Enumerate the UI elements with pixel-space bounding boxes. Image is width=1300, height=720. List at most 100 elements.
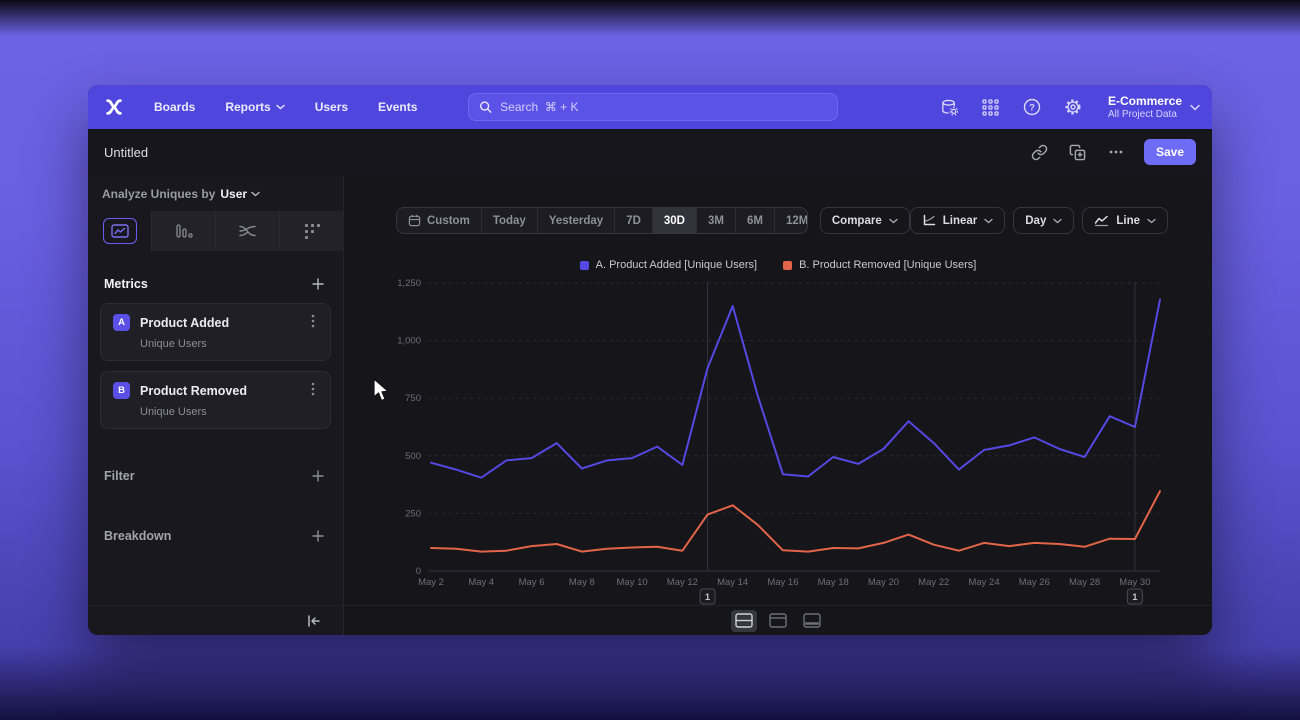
view-layout-footer bbox=[344, 605, 1212, 635]
range-label: Yesterday bbox=[548, 214, 604, 227]
tab-retention[interactable] bbox=[279, 211, 343, 251]
range-30d-active[interactable]: 30D bbox=[651, 208, 696, 233]
metric-title: Product Added bbox=[140, 315, 230, 330]
nav-item-events[interactable]: Events bbox=[378, 100, 417, 114]
filter-section-header: Filter bbox=[88, 467, 343, 485]
x-axis-label: May 24 bbox=[968, 577, 999, 588]
metric-title: Product Removed bbox=[140, 383, 247, 398]
nav-item-label: Boards bbox=[154, 100, 196, 114]
range-today[interactable]: Today bbox=[480, 208, 537, 233]
range-label: 6M bbox=[746, 214, 763, 227]
add-metric-button[interactable] bbox=[309, 275, 327, 293]
range-yesterday[interactable]: Yesterday bbox=[536, 208, 614, 233]
tab-flows[interactable] bbox=[215, 211, 279, 251]
metric-card-a[interactable]: A Product Added Unique Users bbox=[100, 303, 331, 361]
duplicate-icon[interactable] bbox=[1068, 142, 1088, 162]
interval-dropdown[interactable]: Day bbox=[1013, 207, 1075, 234]
nav-item-boards[interactable]: Boards bbox=[154, 100, 195, 114]
range-custom[interactable]: Custom bbox=[397, 208, 481, 233]
data-management-icon[interactable] bbox=[940, 97, 960, 117]
interval-label: Day bbox=[1025, 214, 1047, 227]
tab-funnels[interactable] bbox=[151, 211, 215, 251]
metric-options-icon[interactable] bbox=[306, 382, 320, 399]
collapse-sidebar-icon[interactable] bbox=[305, 612, 323, 630]
chevron-down-icon bbox=[984, 218, 993, 223]
project-selector[interactable]: E-Commerce All Project Data bbox=[1108, 94, 1200, 120]
report-title[interactable]: Untitled bbox=[104, 144, 149, 160]
layout-split-toggle[interactable] bbox=[731, 609, 757, 632]
add-breakdown-button[interactable] bbox=[309, 527, 327, 545]
analyze-prefix-label: Analyze Uniques by bbox=[102, 187, 216, 201]
scale-dropdown[interactable]: Linear bbox=[909, 207, 1006, 234]
save-button[interactable]: Save bbox=[1143, 139, 1196, 165]
search-input[interactable] bbox=[500, 100, 827, 114]
x-axis-label: May 10 bbox=[617, 577, 648, 588]
line-chart[interactable]: 0 250 500 750 1,000 1,250 1 1 May 2 May 4 May 6 May… bbox=[395, 278, 1165, 613]
metric-card-b[interactable]: B Product Removed Unique Users bbox=[100, 371, 331, 429]
mixpanel-logo-icon[interactable] bbox=[102, 95, 126, 119]
range-3m[interactable]: 3M bbox=[696, 208, 735, 233]
metric-subtitle[interactable]: Unique Users bbox=[140, 338, 207, 350]
layout-chart-only-toggle[interactable] bbox=[765, 610, 791, 632]
series-line-a[interactable] bbox=[430, 298, 1161, 479]
apps-grid-icon[interactable] bbox=[981, 97, 1001, 117]
plus-icon bbox=[312, 470, 324, 482]
legend-swatch-b bbox=[783, 260, 793, 270]
metric-subtitle[interactable]: Unique Users bbox=[140, 406, 207, 418]
annotation-badge-label: 1 bbox=[1132, 592, 1138, 603]
plus-icon bbox=[312, 278, 324, 290]
x-axis-label: May 4 bbox=[468, 577, 494, 588]
x-axis-label: May 28 bbox=[1069, 577, 1100, 588]
nav-item-reports[interactable]: Reports bbox=[225, 100, 285, 114]
compare-label: Compare bbox=[831, 214, 882, 227]
range-6m[interactable]: 6M bbox=[734, 208, 774, 233]
x-axis-label: May 26 bbox=[1019, 577, 1050, 588]
layout-table-only-toggle[interactable] bbox=[799, 610, 825, 632]
project-subtitle: All Project Data bbox=[1107, 109, 1177, 120]
metric-options-icon[interactable] bbox=[306, 314, 320, 331]
add-filter-button[interactable] bbox=[309, 467, 327, 485]
breakdown-title: Breakdown bbox=[104, 529, 172, 543]
legend-item-b[interactable]: B. Product Removed [Unique Users] bbox=[783, 259, 976, 271]
nav-item-users[interactable]: Users bbox=[315, 100, 348, 114]
chart-type-dropdown[interactable]: Line bbox=[1082, 207, 1168, 234]
calendar-icon bbox=[408, 214, 421, 227]
share-link-icon[interactable] bbox=[1030, 142, 1050, 162]
settings-gear-icon[interactable] bbox=[1063, 97, 1083, 117]
scale-label: Linear bbox=[942, 214, 978, 227]
range-label: Today bbox=[492, 214, 526, 227]
range-label: Custom bbox=[427, 214, 470, 227]
bar-chart-tab-icon bbox=[175, 224, 193, 238]
annotation-badge[interactable] bbox=[1126, 588, 1143, 605]
range-12m[interactable]: 12M bbox=[773, 208, 807, 233]
svg-text:?: ? bbox=[1029, 102, 1035, 113]
legend-item-a[interactable]: A. Product Added [Unique Users] bbox=[579, 259, 757, 271]
analyze-by-dropdown[interactable]: User bbox=[220, 187, 260, 201]
nav-item-label: Events bbox=[378, 100, 418, 114]
y-axis-label: 0 bbox=[416, 566, 421, 577]
annotation-badge-label: 1 bbox=[705, 592, 711, 603]
tab-insights-active[interactable] bbox=[88, 211, 151, 251]
range-label: 7D bbox=[626, 214, 641, 227]
y-axis-label: 1,250 bbox=[397, 278, 421, 289]
analyze-row: Analyze Uniques by User bbox=[88, 175, 343, 211]
nav-menu: Boards Reports Users Events bbox=[154, 100, 417, 114]
search-bar[interactable] bbox=[468, 93, 838, 121]
range-7d[interactable]: 7D bbox=[614, 208, 652, 233]
analyze-by-value: User bbox=[220, 187, 248, 201]
metrics-title: Metrics bbox=[104, 277, 148, 291]
x-axis-label: May 14 bbox=[717, 577, 748, 588]
y-axis-label: 250 bbox=[405, 508, 421, 519]
top-navbar: Boards Reports Users Events bbox=[88, 85, 1212, 129]
line-chart-tab-icon bbox=[102, 218, 137, 244]
chevron-down-icon bbox=[275, 104, 285, 110]
y-axis-label: 750 bbox=[405, 393, 421, 404]
help-icon[interactable]: ? bbox=[1022, 97, 1042, 117]
compare-dropdown[interactable]: Compare bbox=[819, 207, 910, 234]
sidebar-footer bbox=[88, 605, 343, 635]
y-axis-label: 1,000 bbox=[397, 336, 421, 347]
annotation-badge[interactable] bbox=[699, 588, 716, 605]
series-line-b[interactable] bbox=[430, 490, 1161, 553]
more-options-icon[interactable] bbox=[1106, 142, 1126, 162]
chart-display-controls: Linear Day Line bbox=[909, 207, 1168, 234]
